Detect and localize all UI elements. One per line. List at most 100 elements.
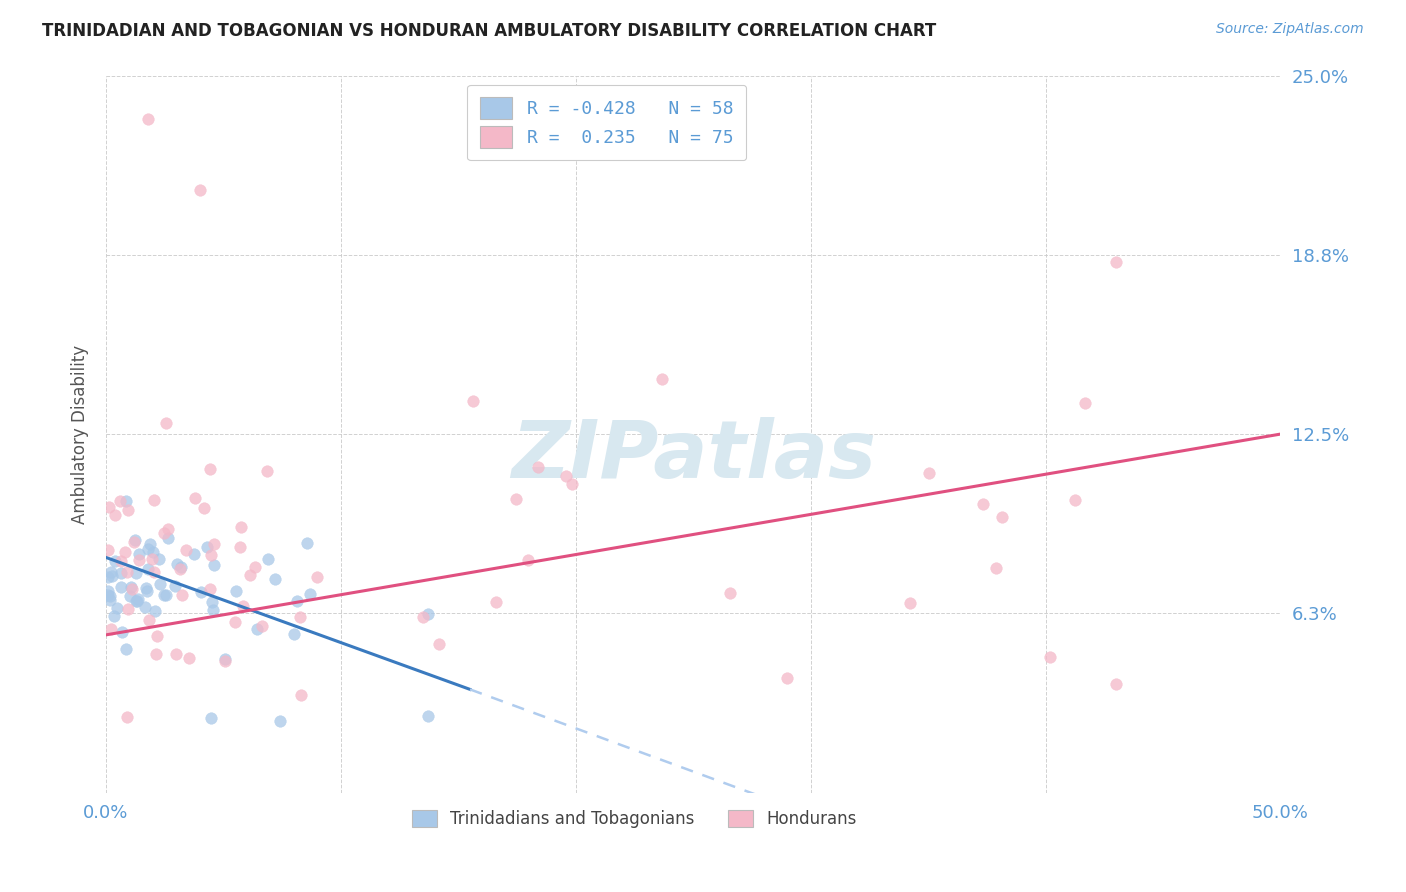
Point bbox=[165, 647, 187, 661]
Point bbox=[1074, 396, 1097, 410]
Point bbox=[114, 493, 136, 508]
Point bbox=[101, 569, 124, 583]
Point bbox=[122, 534, 145, 549]
Point bbox=[200, 711, 222, 725]
Point bbox=[143, 604, 166, 618]
Point bbox=[142, 492, 165, 507]
Point bbox=[225, 583, 247, 598]
Point bbox=[991, 509, 1014, 524]
Point bbox=[229, 520, 252, 534]
Point bbox=[104, 553, 127, 567]
Point bbox=[120, 580, 142, 594]
Point bbox=[128, 553, 150, 567]
Point bbox=[651, 372, 673, 386]
Point bbox=[125, 593, 148, 607]
Point bbox=[124, 533, 146, 547]
Y-axis label: Ambulatory Disability: Ambulatory Disability bbox=[72, 344, 89, 524]
Point bbox=[125, 566, 148, 580]
Text: Source: ZipAtlas.com: Source: ZipAtlas.com bbox=[1216, 22, 1364, 37]
Point bbox=[110, 554, 132, 568]
Point bbox=[117, 503, 139, 517]
Point bbox=[246, 622, 269, 636]
Point bbox=[229, 540, 252, 554]
Point bbox=[298, 587, 321, 601]
Point bbox=[134, 600, 156, 615]
Point bbox=[155, 588, 177, 602]
Point bbox=[114, 642, 136, 657]
Point bbox=[188, 183, 211, 197]
Point bbox=[184, 491, 207, 505]
Point bbox=[169, 560, 191, 574]
Point bbox=[202, 558, 225, 573]
Point bbox=[148, 552, 170, 566]
Point bbox=[100, 622, 122, 636]
Point bbox=[166, 557, 188, 571]
Point bbox=[290, 610, 312, 624]
Point bbox=[105, 601, 128, 615]
Point bbox=[146, 629, 169, 643]
Point bbox=[416, 708, 439, 723]
Point bbox=[98, 593, 121, 607]
Point bbox=[97, 569, 120, 583]
Point bbox=[297, 535, 319, 549]
Point bbox=[200, 548, 222, 562]
Point bbox=[1105, 676, 1128, 690]
Point bbox=[142, 544, 165, 558]
Point bbox=[202, 603, 225, 617]
Point bbox=[114, 545, 136, 559]
Point bbox=[117, 601, 139, 615]
Point bbox=[110, 566, 132, 581]
Point bbox=[427, 637, 450, 651]
Text: ZIPatlas: ZIPatlas bbox=[510, 417, 876, 494]
Point bbox=[214, 652, 236, 666]
Point bbox=[561, 477, 583, 491]
Point bbox=[416, 607, 439, 622]
Point bbox=[1063, 493, 1085, 508]
Point bbox=[412, 609, 434, 624]
Point bbox=[103, 608, 125, 623]
Point bbox=[505, 491, 527, 506]
Legend: Trinidadians and Tobagonians, Hondurans: Trinidadians and Tobagonians, Hondurans bbox=[405, 803, 863, 835]
Point bbox=[256, 464, 278, 478]
Point bbox=[141, 552, 163, 566]
Point bbox=[183, 547, 205, 561]
Point bbox=[290, 688, 312, 702]
Point bbox=[136, 542, 159, 557]
Point bbox=[283, 627, 305, 641]
Point bbox=[198, 582, 221, 596]
Point bbox=[200, 595, 222, 609]
Point bbox=[117, 566, 139, 580]
Point bbox=[118, 589, 141, 603]
Point bbox=[127, 594, 149, 608]
Point bbox=[169, 562, 191, 576]
Point bbox=[100, 566, 122, 580]
Point bbox=[145, 647, 167, 661]
Point bbox=[111, 625, 134, 640]
Point bbox=[1105, 255, 1128, 269]
Point bbox=[232, 599, 254, 614]
Point bbox=[153, 526, 176, 541]
Point bbox=[526, 460, 548, 475]
Point bbox=[98, 589, 121, 603]
Point bbox=[155, 416, 177, 430]
Point bbox=[138, 562, 160, 576]
Point bbox=[190, 585, 212, 599]
Point bbox=[170, 588, 193, 602]
Point bbox=[898, 596, 921, 610]
Point bbox=[108, 494, 131, 508]
Point bbox=[917, 467, 939, 481]
Point bbox=[97, 543, 120, 558]
Point bbox=[128, 547, 150, 561]
Point bbox=[224, 615, 246, 629]
Point bbox=[138, 613, 160, 627]
Point bbox=[157, 531, 180, 545]
Point bbox=[718, 586, 741, 600]
Point bbox=[136, 112, 159, 126]
Point bbox=[252, 619, 274, 633]
Point bbox=[104, 508, 127, 523]
Point bbox=[115, 710, 138, 724]
Point bbox=[110, 581, 132, 595]
Point bbox=[149, 577, 172, 591]
Point bbox=[202, 537, 225, 551]
Point bbox=[305, 570, 328, 584]
